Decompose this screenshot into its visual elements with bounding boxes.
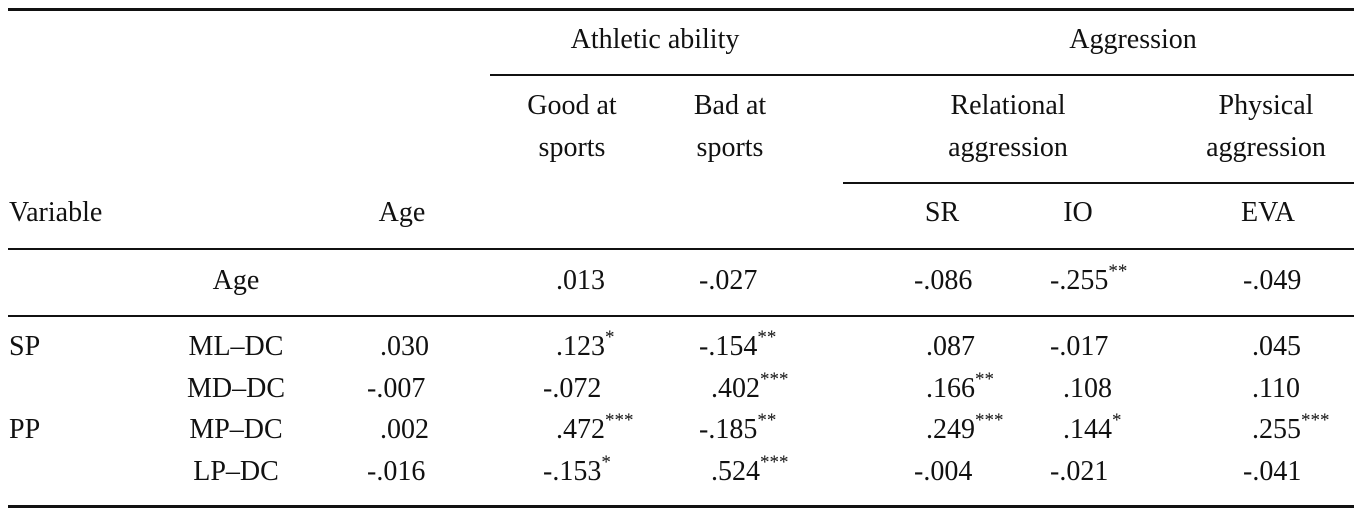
top-rule — [8, 8, 1354, 11]
bad-at-sports-value: -.154** — [699, 327, 777, 362]
eva-value: .255*** — [1252, 410, 1330, 445]
age-column-header: Age — [378, 197, 426, 228]
io-header: IO — [1063, 197, 1093, 228]
bad-at-sports-header-line2: sports — [696, 132, 764, 163]
eva-value: .110 — [1252, 373, 1300, 404]
sr-value: .166** — [926, 369, 994, 404]
good-at-sports-header-line2: sports — [538, 132, 606, 163]
io-value: -.021 — [1050, 456, 1109, 487]
row-label: MP–DC — [189, 414, 283, 445]
sr-value: -.004 — [914, 456, 973, 487]
good-at-sports-header-line1: Good at — [527, 90, 617, 121]
good-at-sports-value: .123* — [556, 327, 615, 362]
physical-aggression-header-line2: aggression — [1206, 132, 1326, 163]
variable-header: Variable — [9, 197, 103, 228]
eva-value: -.041 — [1243, 456, 1302, 487]
sr-value: -.086 — [914, 265, 973, 296]
io-value: -.017 — [1050, 331, 1109, 362]
relational-physical-rule — [843, 182, 1354, 184]
bad-at-sports-value: -.185** — [699, 410, 777, 445]
row-label: Age — [212, 265, 260, 296]
group-label: SP — [9, 331, 41, 362]
io-value: -.255** — [1050, 261, 1128, 296]
age-value: .030 — [380, 331, 429, 362]
row-label: MD–DC — [186, 373, 286, 404]
eva-header: EVA — [1241, 197, 1295, 228]
sr-value: .087 — [926, 331, 975, 362]
age-value: -.016 — [367, 456, 426, 487]
athletic-ability-header: Athletic ability — [570, 24, 740, 55]
bad-at-sports-value: .402*** — [711, 369, 789, 404]
bad-at-sports-value: -.027 — [699, 265, 758, 296]
good-at-sports-value: -.153* — [543, 452, 611, 487]
age-row-rule — [8, 315, 1354, 317]
header-bottom-rule — [8, 248, 1354, 250]
athletic-aggression-rule — [490, 74, 1354, 76]
bad-at-sports-header-line1: Bad at — [693, 90, 767, 121]
relational-aggression-header-line1: Relational — [950, 90, 1066, 121]
row-label: ML–DC — [188, 331, 284, 362]
eva-value: .045 — [1252, 331, 1301, 362]
sr-value: .249*** — [926, 410, 1004, 445]
age-value: .002 — [380, 414, 429, 445]
io-value: .108 — [1063, 373, 1112, 404]
relational-aggression-header-line2: aggression — [948, 132, 1068, 163]
physical-aggression-header-line1: Physical — [1218, 90, 1314, 121]
bad-at-sports-value: .524*** — [711, 452, 789, 487]
good-at-sports-value: -.072 — [543, 373, 602, 404]
bottom-rule — [8, 505, 1354, 508]
aggression-header: Aggression — [1069, 24, 1197, 55]
good-at-sports-value: .013 — [556, 265, 605, 296]
good-at-sports-value: .472*** — [556, 410, 634, 445]
group-label: PP — [9, 414, 41, 445]
row-label: LP–DC — [193, 456, 279, 487]
age-value: -.007 — [367, 373, 426, 404]
eva-value: -.049 — [1243, 265, 1302, 296]
io-value: .144* — [1063, 410, 1122, 445]
sr-header: SR — [924, 197, 960, 228]
